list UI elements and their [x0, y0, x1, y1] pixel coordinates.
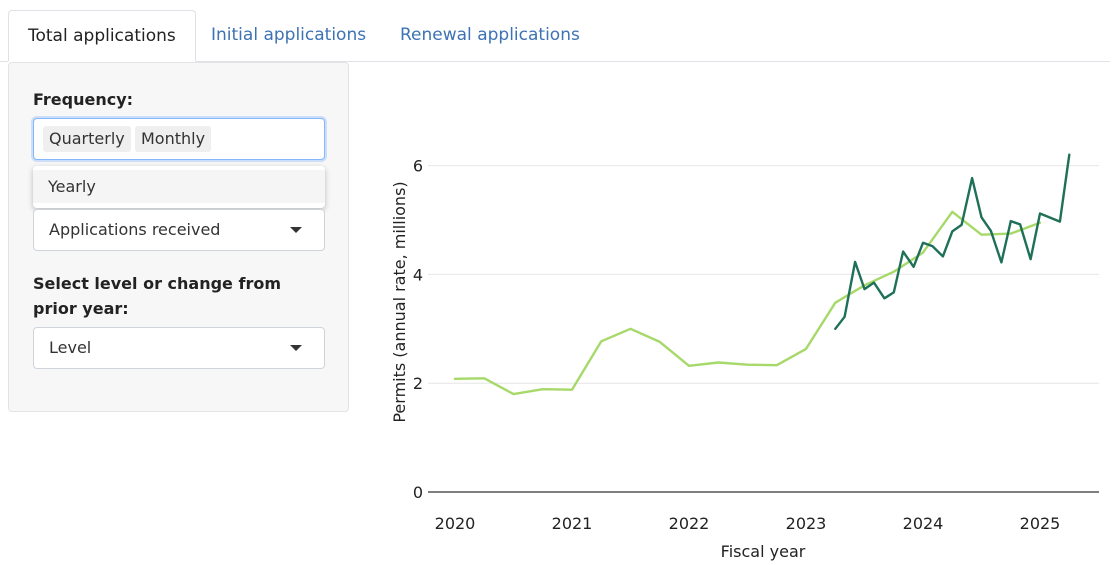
- x-tick-label: 2020: [435, 514, 476, 533]
- y-axis-label: Permits (annual rate, millions): [390, 181, 409, 422]
- frequency-label: Frequency:: [33, 90, 134, 109]
- x-tick-label: 2025: [1020, 514, 1061, 533]
- level-label: Select level or change from prior year:: [33, 274, 281, 318]
- level-select[interactable]: Level: [33, 327, 325, 369]
- y-tick-label: 4: [413, 265, 423, 284]
- x-tick-label: 2022: [669, 514, 710, 533]
- y-tick-label: 2: [413, 374, 423, 393]
- series-line-0: [453, 210, 1042, 396]
- caret-down-icon: [290, 345, 302, 351]
- measure-select-value: Applications received: [49, 220, 221, 239]
- x-axis-label: Fiscal year: [721, 542, 806, 561]
- x-tick-label: 2023: [786, 514, 827, 533]
- level-select-value: Level: [49, 338, 92, 357]
- x-tick-label: 2024: [903, 514, 944, 533]
- tab-bar: Total applications Initial applications …: [0, 0, 1110, 62]
- series-line-1: [834, 153, 1071, 330]
- frequency-option-yearly[interactable]: Yearly: [33, 170, 325, 203]
- y-tick-label: 6: [413, 157, 423, 176]
- frequency-chip-monthly[interactable]: Monthly: [135, 126, 212, 152]
- measure-select[interactable]: Applications received: [33, 209, 325, 251]
- y-tick-label: 0: [413, 483, 423, 502]
- sidebar-panel: Frequency: Quarterly Monthly Yearly Appl…: [8, 62, 349, 412]
- x-tick-label: 2021: [552, 514, 593, 533]
- frequency-dropdown-menu: Yearly: [33, 166, 325, 208]
- frequency-multiselect[interactable]: Quarterly Monthly: [33, 118, 325, 160]
- caret-down-icon: [290, 227, 302, 233]
- tab-total-applications[interactable]: Total applications: [8, 10, 196, 62]
- frequency-chip-quarterly[interactable]: Quarterly: [43, 126, 131, 152]
- tab-renewal-applications[interactable]: Renewal applications: [400, 25, 580, 45]
- tab-initial-applications[interactable]: Initial applications: [211, 25, 367, 45]
